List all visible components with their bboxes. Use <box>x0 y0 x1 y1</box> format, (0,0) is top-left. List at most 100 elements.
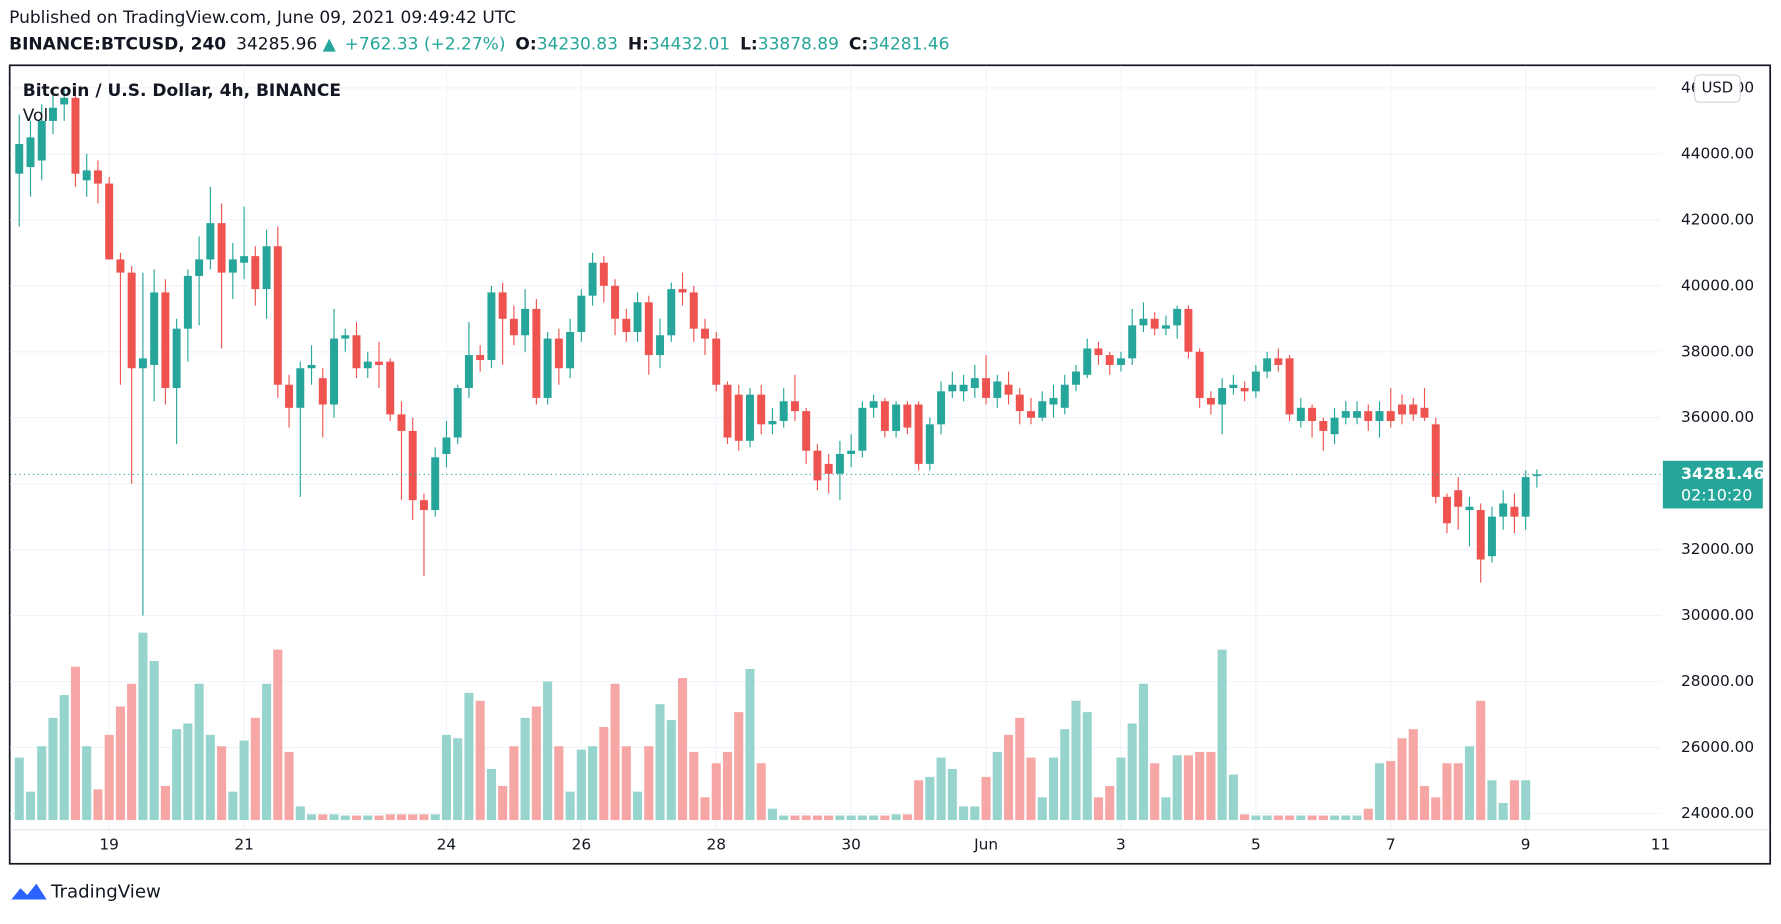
candle-body <box>1465 506 1474 511</box>
candle-body <box>386 361 395 415</box>
candle-body <box>521 308 530 336</box>
candle-body <box>1128 325 1137 359</box>
candle-body <box>701 328 709 339</box>
y-tick-label: 30000.00 <box>1681 606 1754 624</box>
change-arrow: ▲ <box>323 34 337 54</box>
volume-bar <box>1003 734 1014 821</box>
last-price: 34285.96 <box>236 34 317 54</box>
currency-button-label[interactable]: USD <box>1702 80 1734 97</box>
volume-bar <box>228 791 238 821</box>
volume-bar <box>722 751 733 821</box>
volume-bar <box>239 740 249 821</box>
candle-body <box>880 401 889 431</box>
volume-bar <box>801 815 811 821</box>
candle-body <box>71 97 80 174</box>
volume-bar <box>1015 717 1025 821</box>
published-note: Published on TradingView.com, June 09, 2… <box>9 8 516 28</box>
volume-bar <box>756 763 766 821</box>
x-tick-label: 30 <box>841 836 861 854</box>
candle-body <box>172 328 181 389</box>
candle-body <box>1353 411 1362 418</box>
volume-bar <box>318 814 328 821</box>
price-tag-box <box>1662 460 1763 509</box>
brand-name: TradingView <box>50 882 161 903</box>
candle-body <box>206 223 215 260</box>
candle-body <box>667 289 676 336</box>
volume-bar <box>1509 780 1519 821</box>
candle-body <box>611 285 620 319</box>
candle-body <box>824 463 833 474</box>
volume-bar <box>1408 729 1418 821</box>
candle-body <box>1341 411 1350 418</box>
volume-bar <box>711 763 721 821</box>
candle-body <box>296 368 305 408</box>
currency-button[interactable] <box>1694 74 1741 103</box>
volume-bar <box>902 814 912 821</box>
volume-bar <box>205 734 215 821</box>
candle-body <box>487 292 496 361</box>
volume-bar <box>1262 815 1272 821</box>
candle-body <box>790 401 799 412</box>
close-value: 34281.46 <box>868 34 949 54</box>
candle-body <box>1296 407 1305 422</box>
volume-bar <box>1419 785 1430 821</box>
volume-bar <box>1240 814 1250 821</box>
candle-body <box>60 97 69 105</box>
volume-bar <box>1363 808 1373 821</box>
candle-body <box>1150 318 1159 329</box>
candle-body <box>251 256 260 290</box>
candle-body <box>509 318 518 336</box>
volume-bar <box>273 649 283 821</box>
candle-body <box>318 378 327 405</box>
y-tick-label: 42000.00 <box>1681 210 1754 228</box>
volume-bar <box>160 785 170 821</box>
candle-body <box>970 378 979 389</box>
candle-body <box>1308 407 1317 422</box>
volume-bar <box>1228 774 1238 821</box>
volume-bar <box>621 746 631 821</box>
x-axis: 19 21 24 26 28 30 Jun 3 5 7 9 11 <box>99 836 1670 854</box>
candle-body <box>757 394 766 425</box>
volume-bar <box>846 815 856 821</box>
candle-body <box>431 457 440 511</box>
volume-bar <box>1217 649 1227 821</box>
volume-bar <box>1273 815 1283 821</box>
volume-bar <box>1386 760 1396 821</box>
volume-bar <box>655 704 665 821</box>
candle-body <box>228 259 237 273</box>
candle-body <box>363 361 372 369</box>
low-label: L: <box>740 34 758 54</box>
volume-bar <box>1026 757 1036 821</box>
volume-bar <box>14 757 24 821</box>
volume-bar <box>520 717 530 821</box>
x-tick-label: 7 <box>1386 836 1396 854</box>
volume-bar <box>1251 815 1261 821</box>
volume-bar <box>59 695 69 821</box>
candle-body <box>330 338 338 405</box>
volume-bar <box>1195 751 1205 821</box>
volume-bar <box>779 815 789 821</box>
candle-body <box>285 384 294 408</box>
x-tick-label: 9 <box>1521 836 1531 854</box>
candle-body <box>127 272 136 369</box>
x-tick-label: 28 <box>706 836 726 854</box>
volume-bar <box>554 746 564 821</box>
volume-bar <box>1374 763 1385 821</box>
volume-bar <box>419 814 429 821</box>
candle-body <box>1004 384 1013 395</box>
volume-bar <box>1105 785 1115 821</box>
volume-bar <box>194 683 204 821</box>
candle-body <box>1240 388 1249 392</box>
candle-body <box>982 378 991 398</box>
volume-bar <box>1464 746 1475 821</box>
volume-bar <box>127 683 137 821</box>
y-tick-label: 38000.00 <box>1681 342 1754 360</box>
volume-bar <box>1127 723 1137 821</box>
volume-bar <box>767 808 778 821</box>
candle-body <box>532 308 541 398</box>
volume-bar <box>745 668 755 821</box>
candle-body <box>1476 510 1485 560</box>
x-tick-label: Jun <box>973 836 998 854</box>
volume-bar <box>441 734 451 821</box>
candle-body <box>734 394 743 441</box>
